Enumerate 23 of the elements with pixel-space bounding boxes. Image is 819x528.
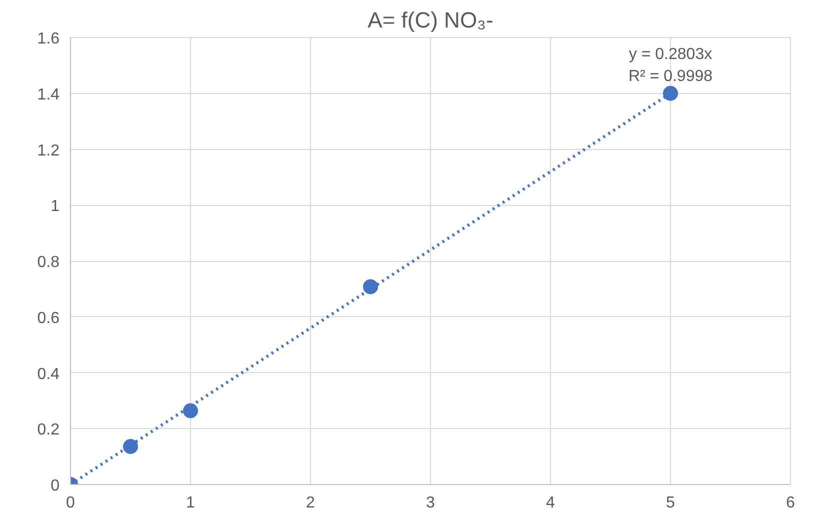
point xyxy=(183,403,198,418)
annotation: y = 0.2803x xyxy=(628,46,712,63)
point xyxy=(123,439,138,454)
y-tick-label: 0.4 xyxy=(37,366,60,383)
annotation: R² = 0.9998 xyxy=(628,68,713,85)
y-tick-label: 0.8 xyxy=(37,254,60,271)
y-tick-label: 0.6 xyxy=(37,310,60,327)
x-tick-label: 4 xyxy=(546,494,556,512)
point xyxy=(663,86,678,101)
x-tick-label: 5 xyxy=(666,494,676,512)
x-tick-label: 1 xyxy=(186,494,196,512)
x-tick-label: 2 xyxy=(306,494,316,512)
y-tick-label: 1.6 xyxy=(37,30,60,48)
y-tick-label: 0 xyxy=(50,478,60,494)
y-tick-label: 0.2 xyxy=(37,422,60,439)
x-tick-label: 6 xyxy=(786,494,796,512)
chart-title: A= f(C) NO₃- xyxy=(368,8,494,32)
x-tick-label: 0 xyxy=(66,494,76,512)
y-tick-label: 1.4 xyxy=(37,86,60,104)
y-tick-label: 1 xyxy=(50,198,60,216)
point xyxy=(363,279,378,294)
y-tick-label: 1.2 xyxy=(37,142,60,160)
x-tick-label: 3 xyxy=(426,494,436,512)
